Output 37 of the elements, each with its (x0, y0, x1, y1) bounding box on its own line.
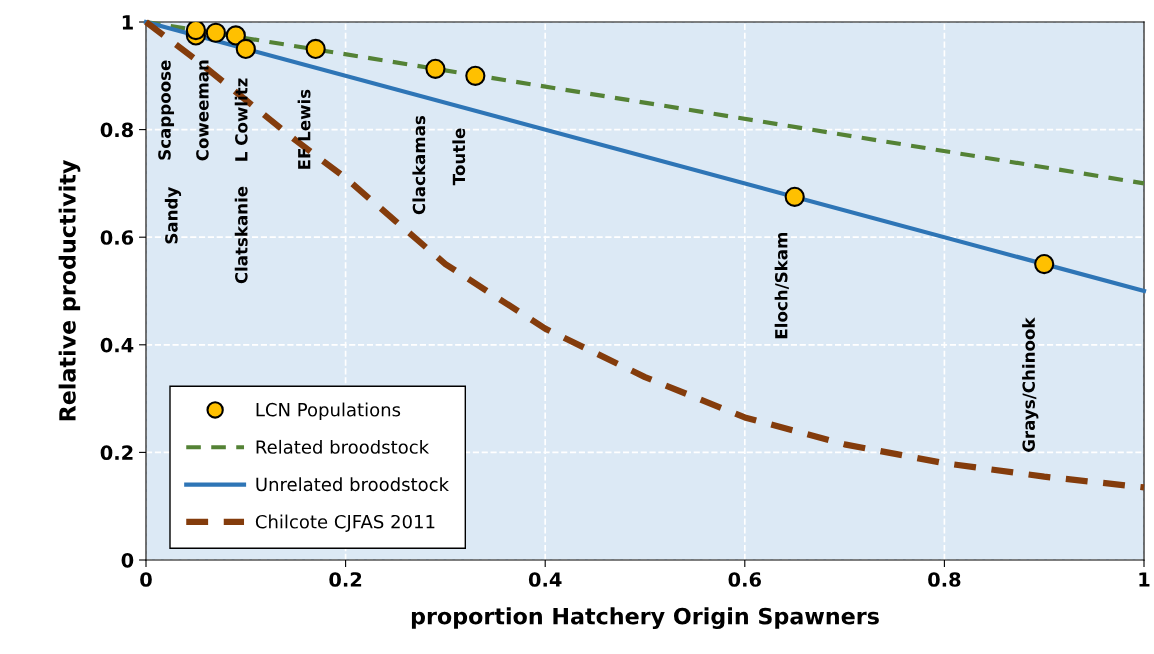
x-tick-label: 0 (140, 572, 152, 587)
point (205, 22, 226, 43)
annotation: Clackamas (412, 115, 426, 215)
x-tick-label: 0.4 (528, 572, 562, 587)
y-tick-label: 1 (122, 15, 133, 30)
point (235, 38, 256, 59)
point (465, 65, 486, 86)
legend-label: Related broodstock (256, 439, 430, 454)
annotation: Coweeman (196, 60, 209, 161)
annotation: Scappoose (158, 60, 175, 160)
legend-label: LCN Populations (256, 402, 401, 421)
annotation: Clatskanie (234, 186, 248, 284)
annotation: L Cowlitz (234, 78, 248, 161)
annotation: Toutle (452, 128, 466, 186)
point (425, 58, 446, 79)
x-tick-label: 0.8 (928, 572, 961, 587)
y-axis-title: Relative productivity (58, 160, 81, 421)
point (784, 186, 805, 207)
legend-label: Chilcote CJFAS 2011 (255, 514, 435, 532)
x-tick-label: 0.6 (728, 572, 761, 587)
y-tick-label: 0.4 (100, 337, 134, 353)
point (185, 22, 206, 41)
x-tick-label: 0.2 (329, 572, 362, 587)
legend-label: Unrelated broodstock (256, 477, 450, 492)
annotation: EF Lewis (297, 89, 311, 169)
x-axis-title: proportion Hatchery Origin Spawners (411, 607, 879, 629)
point (305, 38, 326, 59)
point (1034, 254, 1055, 275)
x-tick-label: 1 (1139, 572, 1150, 587)
y-tick-label: 0.8 (100, 122, 133, 138)
y-tick-label: 0.6 (100, 230, 134, 245)
y-tick-label: 0.2 (100, 445, 133, 461)
point (225, 25, 246, 46)
y-tick-label: 0 (121, 552, 134, 568)
annotation: Grays/Chinook (1022, 317, 1039, 452)
annotation: Eloch/Skam (774, 232, 789, 339)
annotation: Sandy (164, 187, 182, 244)
